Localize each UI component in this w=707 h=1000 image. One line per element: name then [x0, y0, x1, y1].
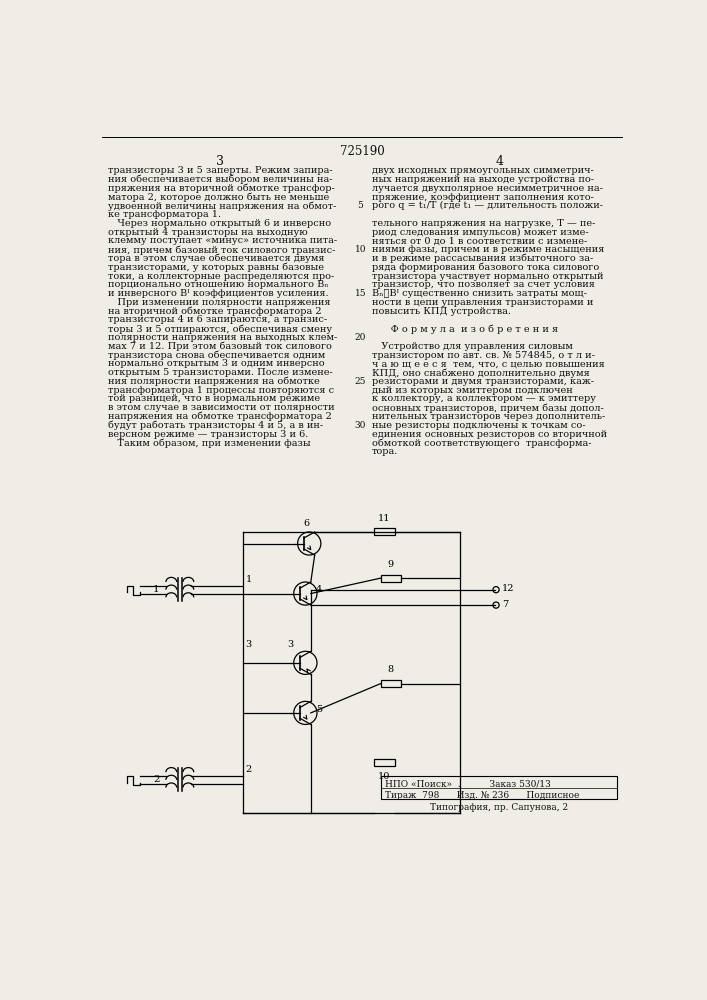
Text: 9: 9	[387, 560, 394, 569]
Text: пряжение, коэффициент заполнения кото-: пряжение, коэффициент заполнения кото-	[372, 193, 594, 202]
Text: 5: 5	[358, 201, 363, 210]
Text: порционально отношению нормального Bₙ: порционально отношению нормального Bₙ	[107, 280, 328, 289]
Text: Ф о р м у л а  и з о б р е т е н и я: Ф о р м у л а и з о б р е т е н и я	[372, 324, 558, 334]
Text: ния обеспечивается выбором величины на-: ния обеспечивается выбором величины на-	[107, 175, 332, 184]
Text: 2: 2	[245, 765, 252, 774]
Text: тора в этом случае обеспечивается двумя: тора в этом случае обеспечивается двумя	[107, 254, 325, 263]
Text: версном режиме — транзисторы 3 и 6.: версном режиме — транзисторы 3 и 6.	[107, 430, 308, 439]
Text: лучается двухполярное несимметричное на-: лучается двухполярное несимметричное на-	[372, 184, 603, 193]
Text: 10: 10	[355, 245, 366, 254]
Text: нительных транзисторов через дополнитель-: нительных транзисторов через дополнитель…	[372, 412, 605, 421]
Text: 725190: 725190	[339, 145, 385, 158]
Text: 25: 25	[355, 377, 366, 386]
Text: трансформатора 1 процессы повторяются с: трансформатора 1 процессы повторяются с	[107, 386, 334, 395]
Text: 3: 3	[287, 640, 293, 649]
Text: резисторами и двумя транзисторами, каж-: резисторами и двумя транзисторами, каж-	[372, 377, 594, 386]
Text: открытый 4 транзисторы на выходную: открытый 4 транзисторы на выходную	[107, 228, 308, 237]
Text: и инверсного Bᴵ коэффициентов усиления.: и инверсного Bᴵ коэффициентов усиления.	[107, 289, 328, 298]
Bar	[380, 575, 401, 582]
Text: 3: 3	[216, 155, 224, 168]
Text: и в режиме рассасывания избыточного за-: и в режиме рассасывания избыточного за-	[372, 254, 593, 263]
Text: ке трансформатора 1.: ке трансформатора 1.	[107, 210, 221, 219]
Bar	[374, 528, 395, 535]
Text: открытым 5 транзисторами. После измене-: открытым 5 транзисторами. После измене-	[107, 368, 332, 377]
Text: 6: 6	[304, 519, 310, 528]
Text: тора.: тора.	[372, 447, 399, 456]
Text: транзистором по авт. св. № 574845, о т л и-: транзистором по авт. св. № 574845, о т л…	[372, 351, 595, 360]
Text: мах 7 и 12. При этом базовый ток силового: мах 7 и 12. При этом базовый ток силовог…	[107, 342, 332, 351]
Text: нормально открытым 3 и одним инверсно: нормально открытым 3 и одним инверсно	[107, 359, 325, 368]
Text: ния полярности напряжения на обмотке: ния полярности напряжения на обмотке	[107, 377, 320, 386]
Text: транзистор, что позволяет за счет условия: транзистор, что позволяет за счет услови…	[372, 280, 595, 289]
Text: ности в цепи управления транзисторами и: ности в цепи управления транзисторами и	[372, 298, 593, 307]
Text: тельного напряжения на нагрузке, T — пе-: тельного напряжения на нагрузке, T — пе-	[372, 219, 595, 228]
Text: 15: 15	[355, 289, 366, 298]
Text: обмоткой соответствующего  трансформа-: обмоткой соответствующего трансформа-	[372, 438, 592, 448]
Text: транзистора участвует нормально открытый: транзистора участвует нормально открытый	[372, 272, 604, 281]
Text: ные резисторы подключены к точкам со-: ные резисторы подключены к точкам со-	[372, 421, 585, 430]
Text: Таким образом, при изменении фазы: Таким образом, при изменении фазы	[107, 438, 310, 448]
Text: удвоенной величины напряжения на обмот-: удвоенной величины напряжения на обмот-	[107, 201, 336, 211]
Text: транзистора снова обеспечивается одним: транзистора снова обеспечивается одним	[107, 351, 325, 360]
Text: пряжения на вторичной обмотке трансфор-: пряжения на вторичной обмотке трансфор-	[107, 184, 334, 193]
Text: 5: 5	[316, 705, 322, 714]
Text: Тираж  798      Изд. № 236      Подписное: Тираж 798 Изд. № 236 Подписное	[385, 791, 580, 800]
Text: 30: 30	[355, 421, 366, 430]
Text: 4: 4	[495, 155, 503, 168]
Text: риод следования импульсов) может изме-: риод следования импульсов) может изме-	[372, 228, 589, 237]
Text: полярности напряжения на выходных клем-: полярности напряжения на выходных клем-	[107, 333, 337, 342]
Text: НПО «Поиск»  .          Заказ 530/13: НПО «Поиск» . Заказ 530/13	[385, 780, 551, 789]
Text: рого q = t₁/T (где t₁ — длительность положи-: рого q = t₁/T (где t₁ — длительность пол…	[372, 201, 603, 210]
Text: 7: 7	[502, 600, 508, 609]
Text: Типография, пр. Сапунова, 2: Типография, пр. Сапунова, 2	[430, 803, 568, 812]
Text: 12: 12	[502, 584, 515, 593]
Text: ряда формирования базового тока силового: ряда формирования базового тока силового	[372, 263, 600, 272]
Text: Через нормально открытый 6 и инверсно: Через нормально открытый 6 и инверсно	[107, 219, 331, 228]
Text: дый из которых эмиттером подключен: дый из которых эмиттером подключен	[372, 386, 573, 395]
Text: Устройство для управления силовым: Устройство для управления силовым	[372, 342, 573, 351]
Text: 3: 3	[245, 640, 252, 649]
Text: 11: 11	[378, 514, 391, 523]
Text: напряжения на обмотке трансформатора 2: напряжения на обмотке трансформатора 2	[107, 412, 332, 421]
Text: транзисторы 4 и 6 запираются, а транзис-: транзисторы 4 и 6 запираются, а транзис-	[107, 315, 327, 324]
Text: 10: 10	[378, 772, 390, 781]
Bar	[381, 776, 617, 799]
Text: к коллектору, а коллектором — к эмиттеру: к коллектору, а коллектором — к эмиттеру	[372, 394, 596, 403]
Text: 1: 1	[153, 585, 160, 594]
Text: основных транзисторов, причем базы допол-: основных транзисторов, причем базы допол…	[372, 403, 604, 413]
Text: единения основных резисторов со вторичной: единения основных резисторов со вторично…	[372, 430, 607, 439]
Text: повысить КПД устройства.: повысить КПД устройства.	[372, 307, 511, 316]
Bar	[380, 680, 401, 687]
Text: 4: 4	[316, 585, 322, 594]
Text: токи, а коллекторные распределяются про-: токи, а коллекторные распределяются про-	[107, 272, 334, 281]
Text: При изменении полярности напряжения: При изменении полярности напряжения	[107, 298, 330, 307]
Text: КПД, оно снабжено дополнительно двумя: КПД, оно снабжено дополнительно двумя	[372, 368, 590, 378]
Text: транзисторы 3 и 5 заперты. Режим запира-: транзисторы 3 и 5 заперты. Режим запира-	[107, 166, 332, 175]
Text: транзисторами, у которых равны базовые: транзисторами, у которых равны базовые	[107, 263, 324, 272]
Bar	[374, 759, 395, 766]
Text: 1: 1	[245, 575, 252, 584]
Text: ных напряжений на выходе устройства по-: ных напряжений на выходе устройства по-	[372, 175, 594, 184]
Text: на вторичной обмотке трансформатора 2: на вторичной обмотке трансформатора 2	[107, 307, 322, 316]
Text: Bₙ≫Bᴵ существенно снизить затраты мощ-: Bₙ≫Bᴵ существенно снизить затраты мощ-	[372, 289, 587, 298]
Text: будут работать транзисторы 4 и 5, а в ин-: будут работать транзисторы 4 и 5, а в ин…	[107, 421, 323, 430]
Text: ния, причем базовый ток силового транзис-: ния, причем базовый ток силового транзис…	[107, 245, 335, 255]
Text: той разницей, что в нормальном режиме: той разницей, что в нормальном режиме	[107, 394, 320, 403]
Text: ниями фазы, причем и в режиме насыщения: ниями фазы, причем и в режиме насыщения	[372, 245, 604, 254]
Text: 20: 20	[355, 333, 366, 342]
Text: клемму поступает «минус» источника пита-: клемму поступает «минус» источника пита-	[107, 236, 337, 245]
Text: в этом случае в зависимости от полярности: в этом случае в зависимости от полярност…	[107, 403, 334, 412]
Text: 8: 8	[387, 665, 394, 674]
Text: 2: 2	[153, 775, 160, 784]
Text: ч а ю щ е е с я  тем, что, с целью повышения: ч а ю щ е е с я тем, что, с целью повыше…	[372, 359, 604, 368]
Text: матора 2, которое должно быть не меньше: матора 2, которое должно быть не меньше	[107, 193, 329, 202]
Text: торы 3 и 5 отпираются, обеспечивая смену: торы 3 и 5 отпираются, обеспечивая смену	[107, 324, 332, 334]
Text: няться от 0 до 1 в соответствии с измене-: няться от 0 до 1 в соответствии с измене…	[372, 236, 588, 245]
Text: двух исходных прямоугольных симметрич-: двух исходных прямоугольных симметрич-	[372, 166, 594, 175]
